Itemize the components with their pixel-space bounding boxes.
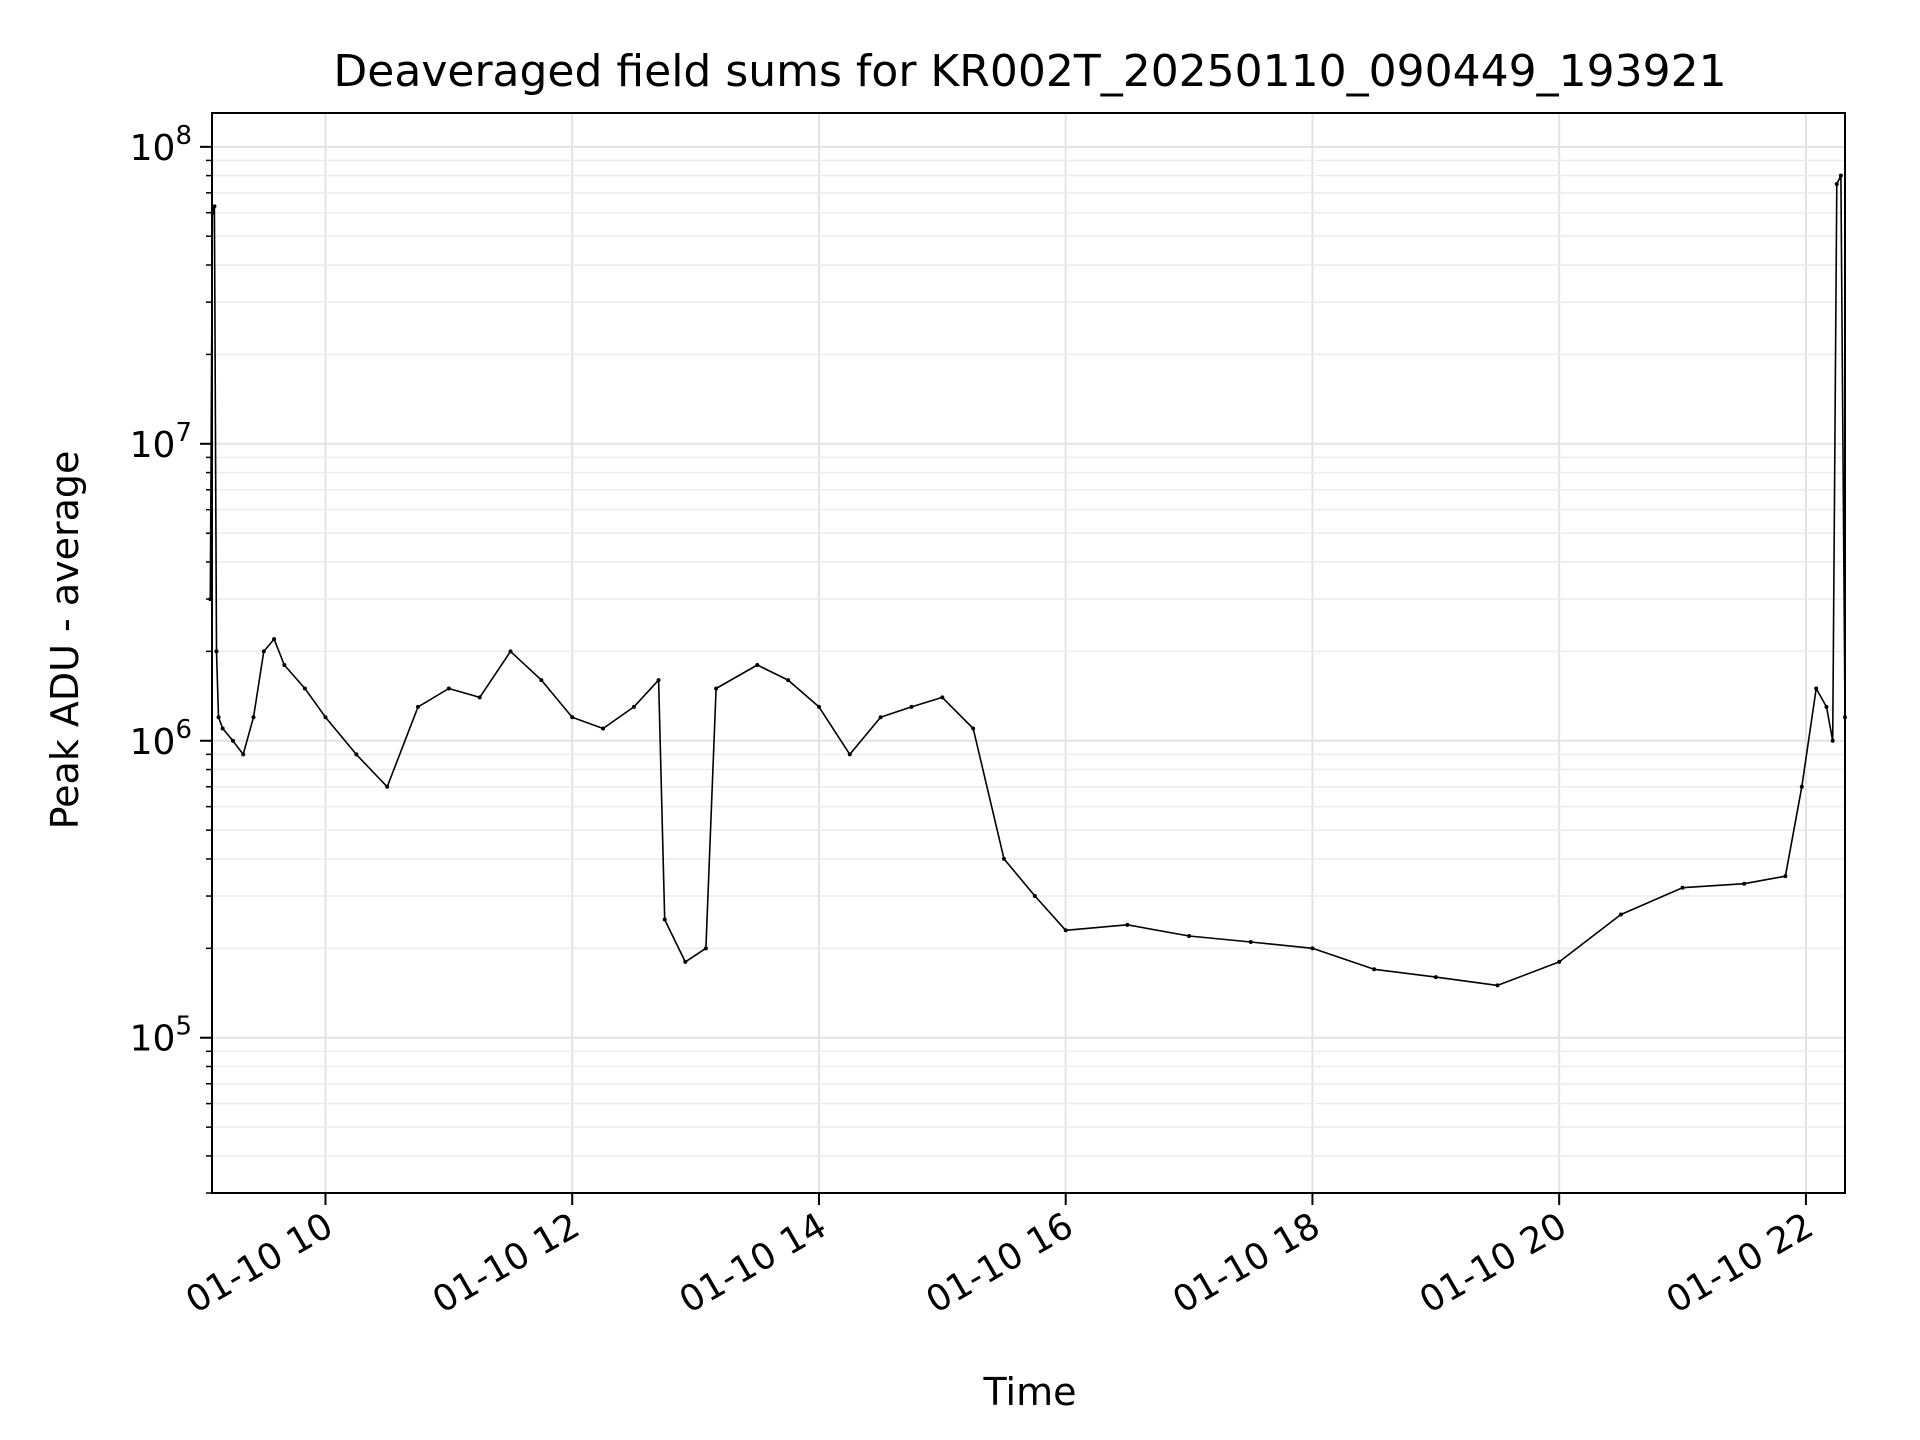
y-tick-label: 108 xyxy=(130,121,192,169)
data-point xyxy=(1783,874,1788,879)
plot-frame xyxy=(211,112,1846,1194)
data-point xyxy=(1495,983,1500,988)
data-point xyxy=(415,704,420,709)
data-point xyxy=(1433,975,1438,980)
data-point xyxy=(1799,784,1804,789)
data-point xyxy=(214,649,219,654)
y-tick-label: 107 xyxy=(130,418,192,466)
data-point xyxy=(446,686,451,691)
data-point xyxy=(1742,881,1747,886)
data-point xyxy=(302,686,307,691)
x-tick-label: 01-10 12 xyxy=(426,1205,587,1321)
data-point xyxy=(539,678,544,683)
data-point xyxy=(816,704,821,709)
y-axis-label: Peak ADU - average xyxy=(43,451,87,830)
data-point xyxy=(230,738,235,743)
data-point xyxy=(1680,885,1685,890)
data-point xyxy=(714,686,719,691)
data-point xyxy=(703,946,708,951)
data-point xyxy=(631,704,636,709)
x-tick-label: 01-10 16 xyxy=(920,1205,1081,1321)
data-point xyxy=(878,715,883,720)
data-point xyxy=(1824,704,1829,709)
data-point xyxy=(971,726,976,731)
data-point xyxy=(1063,928,1068,933)
y-tick-label: 105 xyxy=(130,1012,192,1060)
data-point xyxy=(1248,940,1253,945)
data-point xyxy=(1814,686,1819,691)
data-point xyxy=(656,678,661,683)
data-point xyxy=(385,784,390,789)
series-line xyxy=(209,174,1846,987)
data-point xyxy=(786,678,791,683)
data-point xyxy=(755,662,760,667)
data-point xyxy=(1187,934,1192,939)
data-point xyxy=(1002,856,1007,861)
data-point xyxy=(1372,967,1377,972)
data-point xyxy=(662,917,667,922)
x-tick-label: 01-10 18 xyxy=(1166,1205,1327,1321)
data-point xyxy=(1125,922,1130,927)
data-point xyxy=(1830,738,1835,743)
chart-title: Deaveraged field sums for KR002T_2025011… xyxy=(333,46,1726,97)
data-point xyxy=(216,715,221,720)
data-point xyxy=(940,695,945,700)
data-point xyxy=(508,649,513,654)
data-point xyxy=(282,662,287,667)
data-point xyxy=(1310,946,1315,951)
data-point xyxy=(272,637,277,642)
data-point xyxy=(354,752,359,757)
data-point xyxy=(323,715,328,720)
x-tick-label: 01-10 14 xyxy=(673,1205,834,1321)
data-point xyxy=(570,715,575,720)
x-tick-label: 01-10 22 xyxy=(1660,1205,1821,1321)
grid-layer xyxy=(212,113,1845,1194)
x-axis-label: Time xyxy=(983,1370,1077,1414)
data-point xyxy=(1838,173,1843,178)
data-point xyxy=(241,752,246,757)
data-point xyxy=(212,204,217,209)
data-point xyxy=(1032,894,1037,899)
data-point xyxy=(251,715,256,720)
data-layer xyxy=(208,173,1847,988)
data-point xyxy=(909,704,914,709)
data-point xyxy=(683,959,688,964)
data-point xyxy=(1618,912,1623,917)
data-point xyxy=(220,726,225,731)
data-point xyxy=(601,726,606,731)
x-tick-label: 01-10 10 xyxy=(179,1205,340,1321)
x-tick-label: 01-10 20 xyxy=(1413,1205,1574,1321)
data-point xyxy=(1834,181,1839,186)
tick-layer: 01-10 10 01-10 12 01-10 14 01-10 16 01-10 18… xyxy=(130,121,1821,1322)
data-point xyxy=(261,649,266,654)
data-point xyxy=(847,752,852,757)
y-tick-label: 106 xyxy=(130,715,192,763)
data-point xyxy=(1557,959,1562,964)
data-point xyxy=(477,695,482,700)
